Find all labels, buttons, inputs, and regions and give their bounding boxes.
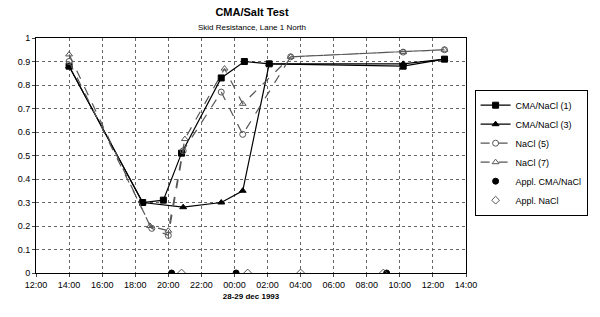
svg-text:CMA/Salt TestSkid Resistance,: CMA/Salt TestSkid Resistance, Lane 1 Nor… — [198, 6, 306, 32]
svg-text:14:00: 14:00 — [58, 280, 81, 290]
svg-text:CMA/NaCl (1): CMA/NaCl (1) — [516, 101, 572, 111]
svg-text:0.1: 0.1 — [18, 245, 31, 255]
svg-text:02:00: 02:00 — [256, 280, 279, 290]
svg-text:20:00: 20:00 — [157, 280, 180, 290]
svg-text:1: 1 — [25, 33, 30, 43]
svg-text:14:00: 14:00 — [455, 280, 478, 290]
svg-text:0.8: 0.8 — [18, 80, 31, 90]
svg-text:04:00: 04:00 — [289, 280, 312, 290]
svg-text:0.6: 0.6 — [18, 127, 31, 137]
svg-text:22:00: 22:00 — [190, 280, 213, 290]
svg-text:CMA/NaCl (3): CMA/NaCl (3) — [516, 120, 572, 130]
svg-text:0.3: 0.3 — [18, 198, 31, 208]
svg-text:0.7: 0.7 — [18, 104, 31, 114]
svg-text:12:00: 12:00 — [25, 280, 48, 290]
svg-text:0.4: 0.4 — [18, 174, 31, 184]
svg-text:06:00: 06:00 — [322, 280, 345, 290]
svg-text:NaCl (5): NaCl (5) — [516, 139, 550, 149]
svg-text:0.5: 0.5 — [18, 151, 31, 161]
svg-text:0.2: 0.2 — [18, 221, 31, 231]
svg-text:10:00: 10:00 — [389, 280, 412, 290]
svg-text:08:00: 08:00 — [356, 280, 379, 290]
svg-text:00:00: 00:00 — [223, 280, 246, 290]
svg-text:0.9: 0.9 — [18, 57, 31, 67]
svg-text:12:00: 12:00 — [422, 280, 445, 290]
svg-text:18:00: 18:00 — [124, 280, 147, 290]
svg-text:Appl. CMA/NaCl: Appl. CMA/NaCl — [516, 177, 582, 187]
svg-text:Appl. NaCl: Appl. NaCl — [516, 196, 559, 206]
svg-text:16:00: 16:00 — [91, 280, 114, 290]
svg-text:28-29 dec 1993: 28-29 dec 1993 — [223, 292, 280, 301]
svg-text:NaCl (7): NaCl (7) — [516, 158, 550, 168]
svg-text:0: 0 — [25, 268, 30, 278]
